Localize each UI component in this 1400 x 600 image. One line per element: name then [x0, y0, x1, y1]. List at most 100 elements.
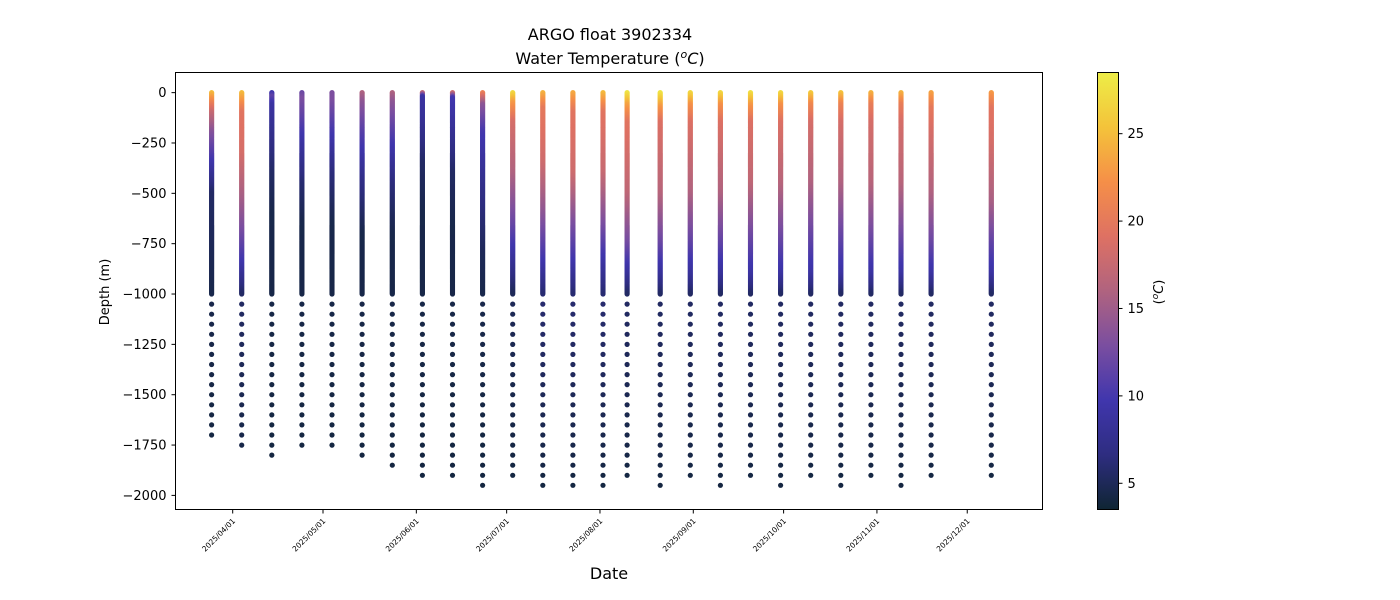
data-point: [778, 291, 784, 297]
data-point: [624, 372, 630, 378]
data-point: [239, 291, 245, 297]
chart-subtitle: Water Temperature (oC): [515, 48, 704, 68]
data-point: [329, 412, 335, 418]
data-point: [624, 301, 630, 307]
data-point: [808, 442, 814, 448]
data-point: [209, 321, 215, 327]
data-point: [510, 331, 516, 337]
data-point: [778, 372, 784, 378]
data-point: [540, 412, 546, 418]
data-point: [838, 372, 844, 378]
data-point: [687, 402, 693, 408]
data-point: [687, 472, 693, 478]
data-point: [239, 382, 245, 388]
data-point: [209, 372, 215, 378]
data-point: [717, 402, 724, 408]
data-point: [600, 452, 606, 458]
data-point: [838, 422, 844, 428]
data-point: [510, 412, 516, 418]
data-point: [778, 422, 784, 428]
data-point: [540, 422, 546, 428]
data-point: [510, 291, 516, 297]
data-point: [480, 331, 486, 337]
data-point: [209, 301, 215, 307]
data-point: [778, 412, 784, 418]
data-point: [269, 291, 275, 297]
data-point: [299, 291, 305, 297]
data-point: [778, 361, 784, 368]
data-point: [778, 331, 784, 337]
data-point: [299, 382, 305, 388]
data-point: [778, 472, 784, 478]
data-point: [329, 321, 335, 327]
data-point: [717, 311, 724, 317]
data-point: [239, 432, 245, 438]
data-point: [359, 311, 365, 317]
data-point: [329, 432, 335, 438]
data-point: [269, 412, 275, 418]
data-point: [838, 392, 844, 398]
data-point: [299, 361, 305, 368]
data-point: [540, 372, 546, 378]
data-point: [269, 311, 275, 317]
data-point: [717, 442, 724, 448]
data-point: [269, 372, 275, 378]
data-point: [419, 341, 425, 347]
data-point: [329, 442, 335, 448]
data-point: [570, 351, 576, 357]
data-point: [838, 311, 844, 317]
data-point: [600, 372, 606, 378]
data-point: [624, 472, 630, 478]
data-point: [657, 472, 663, 478]
data-point: [657, 331, 663, 337]
data-point: [717, 321, 724, 327]
data-point: [480, 452, 486, 458]
data-point: [717, 361, 724, 368]
data-point: [540, 442, 546, 448]
data-point: [480, 442, 486, 448]
data-point: [269, 432, 275, 438]
data-point: [600, 472, 606, 478]
data-point: [600, 351, 606, 357]
data-point: [657, 442, 663, 448]
data-point: [540, 432, 546, 438]
data-point: [657, 402, 663, 408]
data-point: [389, 382, 395, 388]
data-point: [808, 331, 814, 337]
data-point: [359, 361, 365, 368]
data-point: [624, 442, 630, 448]
data-point: [570, 382, 576, 388]
data-point: [747, 392, 754, 398]
data-point: [687, 392, 693, 398]
data-point: [359, 402, 365, 408]
data-point: [389, 402, 395, 408]
profile-2025-04-04: [239, 90, 245, 448]
data-point: [624, 341, 630, 347]
data-point: [389, 442, 395, 448]
profile-2025-06-03: [419, 90, 425, 478]
data-point: [540, 311, 546, 317]
data-point: [808, 422, 814, 428]
data-point: [329, 372, 335, 378]
data-point: [624, 351, 630, 357]
data-point: [209, 351, 215, 357]
data-point: [239, 361, 245, 368]
data-point: [419, 472, 425, 478]
data-point: [600, 442, 606, 448]
data-point: [808, 472, 814, 478]
data-point: [687, 442, 693, 448]
data-point: [747, 351, 754, 357]
data-point: [687, 382, 693, 388]
data-point: [269, 351, 275, 357]
data-point: [419, 462, 425, 468]
data-point: [510, 351, 516, 357]
data-point: [570, 341, 576, 347]
data-point: [209, 382, 215, 388]
data-point: [570, 472, 576, 478]
data-point: [299, 392, 305, 398]
data-point: [540, 382, 546, 388]
data-point: [299, 351, 305, 357]
data-point: [480, 472, 486, 478]
data-point: [600, 412, 606, 418]
data-point: [778, 341, 784, 347]
